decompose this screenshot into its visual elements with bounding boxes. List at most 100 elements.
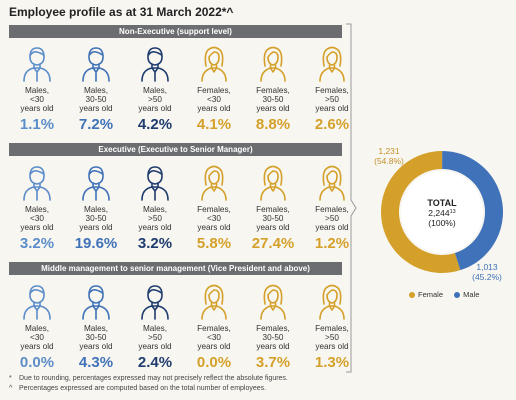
male-person-icon (80, 44, 112, 82)
female-person-icon (316, 44, 348, 82)
band-executive: Executive (Executive to Senior Manager) (9, 143, 342, 156)
profile-cell: Males, 30-50 years old 19.6% (68, 163, 124, 267)
profile-cell: Females, 30-50 years old 27.4% (245, 163, 301, 267)
profile-percentage: 1.2% (314, 235, 350, 252)
female-person-icon (257, 163, 289, 201)
row-executive: Males, <30 years old 3.2% Males, 30-50 yea… (9, 163, 349, 267)
profile-cell: Females, >50 years old 1.3% (304, 282, 360, 386)
profile-cell: Females, 30-50 years old 3.7% (245, 282, 301, 386)
profile-label: Females, >50 years old (315, 86, 349, 113)
profile-percentage: 2.4% (137, 354, 173, 371)
profile-percentage: 0.0% (196, 354, 232, 371)
footnote-symbol: ^ (9, 385, 13, 392)
profile-percentage: 3.2% (19, 235, 55, 252)
female-count-caption: 1,231 (54.8%) (367, 146, 411, 166)
profile-percentage: 4.3% (78, 354, 114, 371)
female-person-icon (316, 163, 348, 201)
profile-cell: Males, 30-50 years old 7.2% (68, 44, 124, 148)
female-percent: (54.8%) (374, 156, 404, 166)
male-person-icon (21, 163, 53, 201)
legend: Female Male (409, 290, 488, 299)
female-person-icon (257, 44, 289, 82)
profile-cell: Males, >50 years old 2.4% (127, 282, 183, 386)
male-person-icon (80, 163, 112, 201)
male-person-icon (21, 282, 53, 320)
profile-cell: Females, <30 years old 0.0% (186, 282, 242, 386)
profile-label: Males, >50 years old (138, 86, 172, 113)
band-non-executive: Non-Executive (support level) (9, 25, 342, 38)
legend-female-swatch (409, 292, 415, 299)
donut-total-superscript: 13 (450, 209, 456, 215)
legend-female: Female (409, 290, 443, 299)
bracket-connector (346, 23, 357, 373)
footnote-percentages: ^ Percentages expressed are computed base… (9, 385, 266, 392)
profile-percentage: 3.2% (137, 235, 173, 252)
male-person-icon (139, 282, 171, 320)
legend-female-label: Female (418, 290, 444, 299)
male-count-caption: 1,013 (45.2%) (464, 262, 510, 282)
profile-label: Females, 30-50 years old (256, 86, 290, 113)
footnote-rounding: * Due to rounding, percentages expressed … (9, 375, 288, 382)
row-management: Males, <30 years old 0.0% Males, 30-50 yea… (9, 282, 349, 386)
footnote-text: Percentages expressed are computed based… (19, 385, 267, 392)
profile-percentage: 5.8% (196, 235, 232, 252)
profile-label: Females, 30-50 years old (256, 205, 290, 232)
profile-cell: Females, 30-50 years old 8.8% (245, 44, 301, 148)
male-count: 1,013 (476, 262, 498, 272)
donut-total-value: 2,244 (428, 208, 450, 218)
profile-label: Females, >50 years old (315, 205, 349, 232)
profile-percentage: 0.0% (19, 354, 55, 371)
footnote-text: Due to rounding, percentages expressed m… (19, 375, 288, 382)
profile-percentage: 4.2% (137, 116, 173, 133)
male-person-icon (21, 44, 53, 82)
legend-male-swatch (454, 292, 461, 299)
profile-percentage: 4.1% (196, 116, 232, 133)
female-count: 1,231 (378, 146, 400, 156)
profile-cell: Females, <30 years old 4.1% (186, 44, 242, 148)
male-person-icon (80, 282, 112, 320)
profile-cell: Males, 30-50 years old 4.3% (68, 282, 124, 386)
legend-male: Male (454, 290, 479, 299)
profile-label: Females, <30 years old (197, 324, 231, 351)
profile-percentage: 19.6% (74, 235, 118, 252)
profile-cell: Females, >50 years old 2.6% (304, 44, 360, 148)
profile-label: Females, >50 years old (315, 324, 349, 351)
female-person-icon (198, 44, 230, 82)
male-person-icon (139, 44, 171, 82)
female-person-icon (316, 282, 348, 320)
footnote-symbol: * (9, 375, 12, 382)
profile-label: Males, <30 years old (20, 205, 54, 232)
legend-male-label: Male (463, 290, 480, 299)
band-management: Middle management to senior management (… (9, 262, 342, 275)
female-person-icon (198, 282, 230, 320)
profile-percentage: 2.6% (314, 116, 350, 133)
profile-cell: Females, >50 years old 1.2% (304, 163, 360, 267)
donut-slice-female (381, 151, 503, 273)
profile-label: Females, 30-50 years old (256, 324, 290, 351)
profile-label: Males, >50 years old (138, 205, 172, 232)
profile-percentage: 3.7% (255, 354, 291, 371)
profile-cell: Females, <30 years old 5.8% (186, 163, 242, 267)
profile-percentage: 8.8% (255, 116, 291, 133)
profile-label: Females, <30 years old (197, 86, 231, 113)
male-percent: (45.2%) (472, 272, 502, 282)
profile-label: Males, >50 years old (138, 324, 172, 351)
profile-label: Males, <30 years old (20, 324, 54, 351)
profile-cell: Males, >50 years old 4.2% (127, 44, 183, 148)
profile-percentage: 27.4% (251, 235, 295, 252)
profile-percentage: 7.2% (78, 116, 114, 133)
male-person-icon (139, 163, 171, 201)
profile-cell: Males, <30 years old 3.2% (9, 163, 65, 267)
profile-label: Males, 30-50 years old (79, 324, 113, 351)
row-non-executive: Males, <30 years old 1.1% Males, 30-50 yea… (9, 44, 349, 148)
page-title: Employee profile as at 31 March 2022*^ (9, 5, 234, 19)
female-person-icon (198, 163, 230, 201)
donut-total-title: TOTAL (427, 198, 457, 208)
profile-percentage: 1.1% (19, 116, 55, 133)
profile-label: Males, 30-50 years old (79, 205, 113, 232)
donut-center (401, 171, 483, 253)
donut-total-percent: (100%) (428, 218, 456, 228)
female-person-icon (257, 282, 289, 320)
donut-total-value-group: 2,24413 (428, 208, 455, 218)
